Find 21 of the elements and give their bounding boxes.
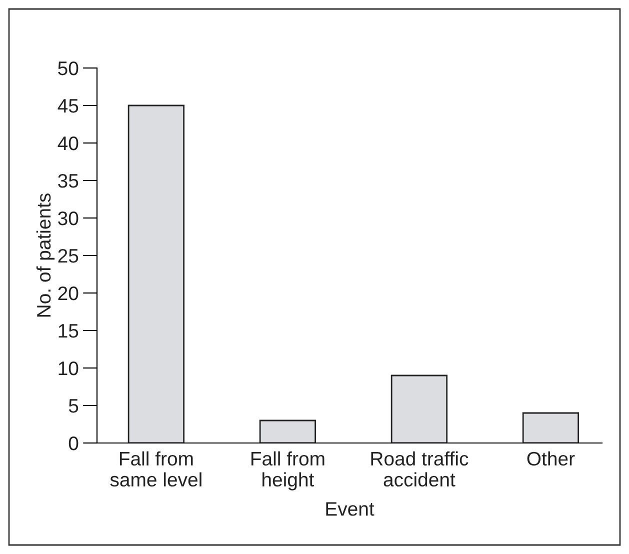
bar xyxy=(390,374,448,443)
x-tick-label: Other xyxy=(527,451,575,466)
y-tick-label: 30 xyxy=(58,211,78,226)
x-tick-label: Fall from height xyxy=(251,451,324,490)
y-tick-label: 35 xyxy=(58,174,78,188)
y-tick-label: 10 xyxy=(58,361,78,376)
x-axis-title: Event xyxy=(326,502,374,516)
y-axis-title: No. of patients xyxy=(36,194,55,317)
y-tick-label: 25 xyxy=(58,248,78,263)
y-tick-label: 50 xyxy=(58,61,78,76)
y-tick-label: 15 xyxy=(58,324,78,338)
y-tick-label: 20 xyxy=(58,286,78,300)
bar xyxy=(128,104,184,443)
x-tick-label: Road traffic accident xyxy=(371,451,468,487)
y-tick-label: 45 xyxy=(58,99,78,113)
y-tick-label: 5 xyxy=(68,399,78,413)
bar xyxy=(259,420,316,443)
x-tick-label: Fall from same level xyxy=(110,451,202,487)
bar xyxy=(522,412,580,443)
y-tick-label: 0 xyxy=(68,436,78,450)
y-tick-label: 40 xyxy=(58,136,78,150)
